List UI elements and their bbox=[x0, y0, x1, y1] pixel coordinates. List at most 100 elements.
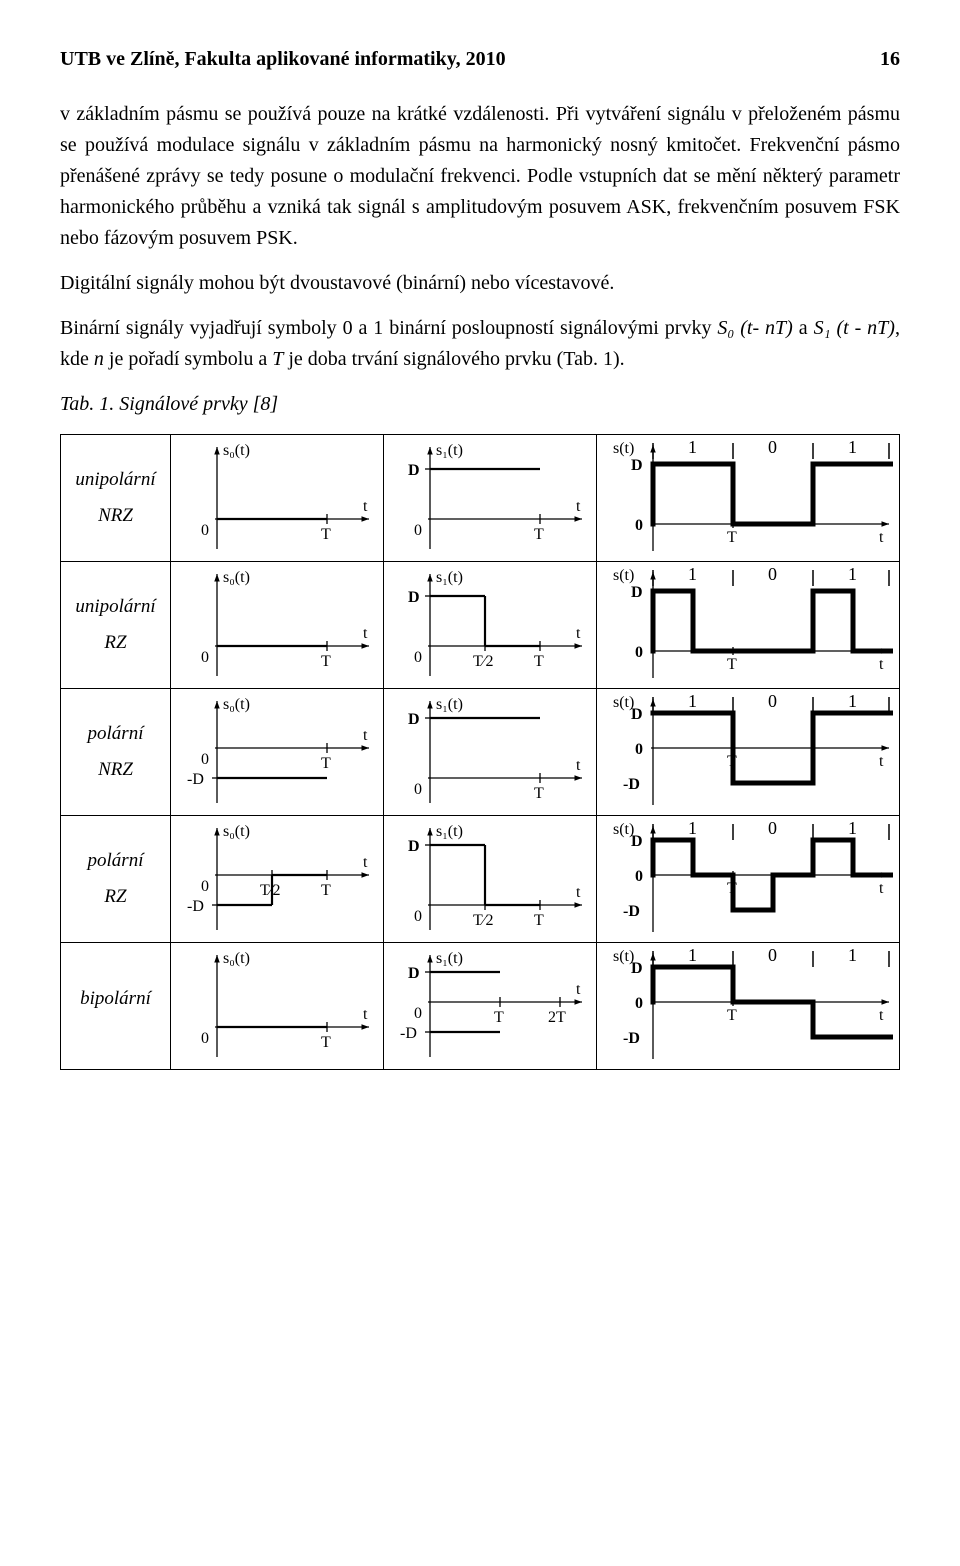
svg-text:s(t): s(t) bbox=[613, 440, 634, 457]
svg-text:-D: -D bbox=[623, 1030, 640, 1047]
svg-text:-D: -D bbox=[187, 898, 204, 915]
svg-text:T: T bbox=[534, 653, 544, 670]
svg-text:s₁(t): s₁(t) bbox=[436, 442, 463, 459]
svg-text:D: D bbox=[408, 838, 420, 855]
st-graph: s(t)1010DTt bbox=[597, 562, 900, 689]
svg-text:t: t bbox=[879, 880, 884, 897]
table-row: polárníRZs₀(t)0-DTT⁄2ts₁(t)0DTT⁄2ts(t)10… bbox=[61, 816, 900, 943]
svg-text:2T: 2T bbox=[548, 1009, 566, 1026]
paragraph-2: Digitální signály mohou být dvoustavové … bbox=[60, 268, 900, 299]
table-caption: Tab. 1. Signálové prvky [8] bbox=[60, 389, 900, 420]
row-label: polárníRZ bbox=[61, 816, 171, 943]
svg-text:1: 1 bbox=[688, 947, 697, 965]
row-label: unipolárníNRZ bbox=[61, 435, 171, 562]
svg-text:0: 0 bbox=[201, 1030, 209, 1047]
svg-text:D: D bbox=[631, 457, 643, 474]
svg-text:1: 1 bbox=[688, 693, 697, 711]
s1-graph: s₁(t)0DTT⁄2t bbox=[384, 816, 597, 943]
svg-text:T⁄2: T⁄2 bbox=[260, 882, 280, 899]
svg-text:t: t bbox=[363, 727, 368, 744]
s0-graph: s₀(t) 0 Tt bbox=[171, 435, 384, 562]
st-graph: s(t)1010D-DTt bbox=[597, 943, 900, 1070]
svg-text:0: 0 bbox=[768, 820, 777, 838]
svg-text:t: t bbox=[363, 498, 368, 515]
svg-text:t: t bbox=[879, 529, 884, 546]
s1-graph: s₁(t)0DTt bbox=[384, 689, 597, 816]
s1-graph: s₁(t)0DTt bbox=[384, 435, 597, 562]
svg-text:0: 0 bbox=[768, 439, 777, 457]
svg-text:t: t bbox=[576, 757, 581, 774]
svg-text:D: D bbox=[631, 584, 643, 601]
svg-text:t: t bbox=[879, 753, 884, 770]
svg-text:1: 1 bbox=[848, 566, 857, 584]
svg-text:0: 0 bbox=[414, 781, 422, 798]
svg-text:t: t bbox=[576, 884, 581, 901]
st-graph: s(t)1010D-DTt bbox=[597, 689, 900, 816]
svg-text:s₀(t): s₀(t) bbox=[223, 569, 250, 586]
table-row: polárníNRZs₀(t)0-DTts₁(t)0DTts(t)1010D-D… bbox=[61, 689, 900, 816]
svg-text:T⁄2: T⁄2 bbox=[473, 653, 493, 670]
svg-text:T: T bbox=[321, 1034, 331, 1051]
row-label: unipolárníRZ bbox=[61, 562, 171, 689]
svg-text:0: 0 bbox=[635, 644, 643, 661]
svg-text:T: T bbox=[534, 785, 544, 802]
svg-text:s₀(t): s₀(t) bbox=[223, 823, 250, 840]
svg-text:D: D bbox=[631, 833, 643, 850]
svg-text:T: T bbox=[494, 1009, 504, 1026]
page-number: 16 bbox=[880, 48, 900, 71]
svg-text:T: T bbox=[727, 529, 737, 546]
svg-text:t: t bbox=[363, 854, 368, 871]
svg-text:s(t): s(t) bbox=[613, 567, 634, 584]
svg-text:1: 1 bbox=[688, 820, 697, 838]
svg-text:t: t bbox=[879, 1007, 884, 1024]
table-row: bipolárnís₀(t)0Tts₁(t)0D-DT2Tts(t)1010D-… bbox=[61, 943, 900, 1070]
svg-text:t: t bbox=[363, 625, 368, 642]
svg-text:T: T bbox=[534, 526, 544, 543]
svg-text:1: 1 bbox=[848, 947, 857, 965]
svg-text:1: 1 bbox=[688, 566, 697, 584]
svg-text:D: D bbox=[408, 711, 420, 728]
svg-text:0: 0 bbox=[635, 995, 643, 1012]
svg-text:0: 0 bbox=[201, 649, 209, 666]
svg-text:-D: -D bbox=[623, 903, 640, 920]
s0-graph: s₀(t)0-DTT⁄2t bbox=[171, 816, 384, 943]
svg-text:t: t bbox=[363, 1006, 368, 1023]
table-row: unipolárníRZs₀(t) 0 Tt s₁(t) 0 D T T⁄2 t s(t) 1 0 1 0… bbox=[61, 562, 900, 689]
svg-text:D: D bbox=[408, 965, 420, 982]
svg-text:T: T bbox=[321, 526, 331, 543]
svg-text:0: 0 bbox=[414, 1005, 422, 1022]
svg-text:0: 0 bbox=[635, 868, 643, 885]
st-graph: s(t)1010DTt bbox=[597, 435, 900, 562]
s0-graph: s₀(t) 0 Tt bbox=[171, 562, 384, 689]
svg-text:0: 0 bbox=[414, 908, 422, 925]
svg-text:t: t bbox=[576, 498, 581, 515]
signal-table: unipolárníNRZs₀(t)0Tts₁(t)0DTts(t)1010DT… bbox=[60, 434, 900, 1070]
svg-text:s₁(t): s₁(t) bbox=[436, 950, 463, 967]
svg-text:1: 1 bbox=[848, 820, 857, 838]
svg-text:s₁(t): s₁(t) bbox=[436, 569, 463, 586]
svg-text:T: T bbox=[321, 653, 331, 670]
svg-text:D: D bbox=[631, 706, 643, 723]
paragraph-1: v základním pásmu se používá pouze na kr… bbox=[60, 99, 900, 254]
svg-text:0: 0 bbox=[414, 649, 422, 666]
svg-text:1: 1 bbox=[848, 693, 857, 711]
svg-text:0: 0 bbox=[201, 522, 209, 539]
svg-text:s₀(t): s₀(t) bbox=[223, 950, 250, 967]
svg-text:1: 1 bbox=[848, 439, 857, 457]
svg-text:0: 0 bbox=[768, 693, 777, 711]
page-header-left: UTB ve Zlíně, Fakulta aplikované informa… bbox=[60, 48, 506, 71]
table-row: unipolárníNRZs₀(t)0Tts₁(t)0DTts(t)1010DT… bbox=[61, 435, 900, 562]
svg-text:T: T bbox=[727, 656, 737, 673]
row-label: polárníNRZ bbox=[61, 689, 171, 816]
st-graph: s(t)1010D-DTt bbox=[597, 816, 900, 943]
body-text: v základním pásmu se používá pouze na kr… bbox=[60, 99, 900, 420]
s1-graph: s₁(t) 0 D -D T 2T t bbox=[384, 943, 597, 1070]
svg-text:T⁄2: T⁄2 bbox=[473, 912, 493, 929]
svg-text:T: T bbox=[321, 882, 331, 899]
svg-text:-D: -D bbox=[187, 771, 204, 788]
svg-text:-D: -D bbox=[400, 1025, 417, 1042]
svg-text:s₀(t): s₀(t) bbox=[223, 442, 250, 459]
svg-text:t: t bbox=[576, 981, 581, 998]
svg-text:D: D bbox=[408, 589, 420, 606]
svg-text:T: T bbox=[321, 755, 331, 772]
